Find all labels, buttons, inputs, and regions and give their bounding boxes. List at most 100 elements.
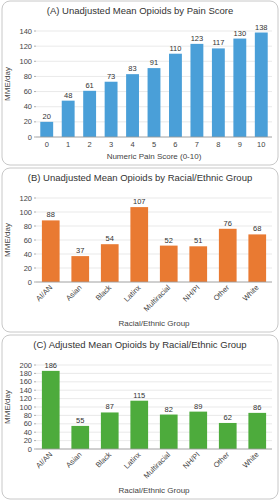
x-axis-line: [36, 282, 272, 283]
y-tick-label: 120: [19, 42, 32, 51]
bar: [126, 74, 139, 137]
grid-line: [36, 198, 272, 199]
data-label: 68: [253, 224, 261, 233]
x-axis-line: [36, 449, 272, 450]
x-tick-label: 9: [238, 140, 242, 149]
bar: [190, 44, 203, 137]
y-tick-label: 0: [28, 278, 32, 287]
chart-title: (A) Unadjusted Mean Opioids by Pain Scor…: [47, 5, 233, 16]
x-tick-label: AI/AN: [34, 283, 54, 303]
bar: [219, 423, 237, 449]
data-label: 52: [165, 236, 173, 245]
bar: [71, 426, 89, 449]
y-tick: [34, 440, 36, 441]
y-tick-label: 60: [24, 236, 32, 245]
y-tick: [34, 240, 36, 241]
data-label: 62: [224, 413, 232, 422]
data-label: 83: [128, 64, 136, 73]
grid-line: [36, 398, 272, 399]
x-tick-label: 6: [173, 140, 177, 149]
x-tick-label: 7: [195, 140, 199, 149]
y-tick-label: 180: [19, 369, 32, 378]
figure: (A) Unadjusted Mean Opioids by Pain Scor…: [0, 0, 280, 500]
grid-line: [36, 365, 272, 366]
bar: [40, 122, 53, 137]
y-tick-label: 60: [24, 419, 32, 428]
panel: (B) Unadjusted Mean Opioids by Racial/Et…: [2, 168, 278, 332]
data-label: 73: [107, 72, 115, 81]
y-tick-label: 40: [24, 102, 32, 111]
data-label: 61: [85, 81, 93, 90]
y-tick-label: 120: [19, 194, 32, 203]
y-tick-label: 100: [19, 208, 32, 217]
x-axis-line: [36, 137, 272, 138]
data-label: 76: [224, 219, 232, 228]
y-tick: [34, 212, 36, 213]
x-tick-label: 5: [152, 140, 156, 149]
labels: 88375410752517668: [47, 197, 262, 255]
x-tick-label: White: [241, 450, 261, 470]
data-label: 54: [106, 234, 114, 243]
y-tick: [34, 282, 36, 283]
x-tick-label: 4: [130, 140, 134, 149]
data-label: 117: [212, 38, 224, 47]
data-label: 88: [47, 210, 55, 219]
data-label: 115: [133, 391, 145, 400]
data-label: 91: [150, 58, 158, 67]
x-tick-label: Latinx: [122, 283, 143, 304]
bar: [101, 244, 119, 282]
y-tick: [34, 390, 36, 391]
y-tick: [34, 76, 36, 77]
data-label: 20: [43, 112, 51, 121]
y-tick: [34, 373, 36, 374]
bar: [62, 101, 75, 137]
y-axis-label: MME/day: [3, 390, 12, 424]
x-tick-label: Black: [94, 450, 114, 470]
grid-line: [36, 240, 272, 241]
x-tick-label: Black: [94, 283, 114, 303]
bar: [71, 256, 89, 282]
y-axis-label: MME/day: [3, 67, 12, 101]
panel: (C) Adjusted Mean Opioids by Racial/Ethn…: [2, 335, 278, 499]
bar: [101, 412, 119, 449]
y-tick: [34, 432, 36, 433]
panel-frame: [2, 168, 278, 332]
grid-line: [36, 407, 272, 408]
grid-line: [36, 212, 272, 213]
y-tick-label: 60: [24, 87, 32, 96]
panel-frame: [2, 335, 278, 499]
data-label: 37: [76, 246, 84, 255]
y-tick-label: 160: [19, 377, 32, 386]
x-tick-label: Other: [212, 283, 232, 303]
bar: [189, 412, 207, 449]
bars: [42, 371, 266, 449]
bar: [160, 415, 178, 449]
y-tick-label: 40: [24, 250, 32, 259]
y-tick-label: 80: [24, 411, 32, 420]
y-tick-label: 0: [28, 133, 32, 142]
x-tick-label: NH/PI: [181, 283, 202, 304]
y-tick-label: 40: [24, 428, 32, 437]
y-tick-label: 100: [19, 57, 32, 66]
data-label: 82: [165, 405, 173, 414]
y-tick-label: 0: [28, 445, 32, 454]
grid-line: [36, 373, 272, 374]
y-tick: [34, 198, 36, 199]
x-tick-label: Multiracial: [142, 450, 172, 480]
bar: [83, 91, 96, 137]
bar: [105, 82, 118, 137]
bar: [189, 246, 207, 282]
y-axis-label: MME/day: [3, 223, 12, 257]
data-label: 55: [76, 416, 84, 425]
panel-frame: [2, 1, 278, 165]
y-tick-label: 80: [24, 222, 32, 231]
bar: [248, 413, 266, 449]
data-label: 89: [194, 402, 202, 411]
data-label: 87: [106, 402, 114, 411]
x-axis-label: Racial/Ethnic Group: [118, 319, 190, 328]
grid-line: [36, 390, 272, 391]
data-label: 51: [194, 236, 202, 245]
y-tick: [34, 121, 36, 122]
x-tick-label: Asian: [64, 450, 84, 470]
y-tick-label: 120: [19, 394, 32, 403]
